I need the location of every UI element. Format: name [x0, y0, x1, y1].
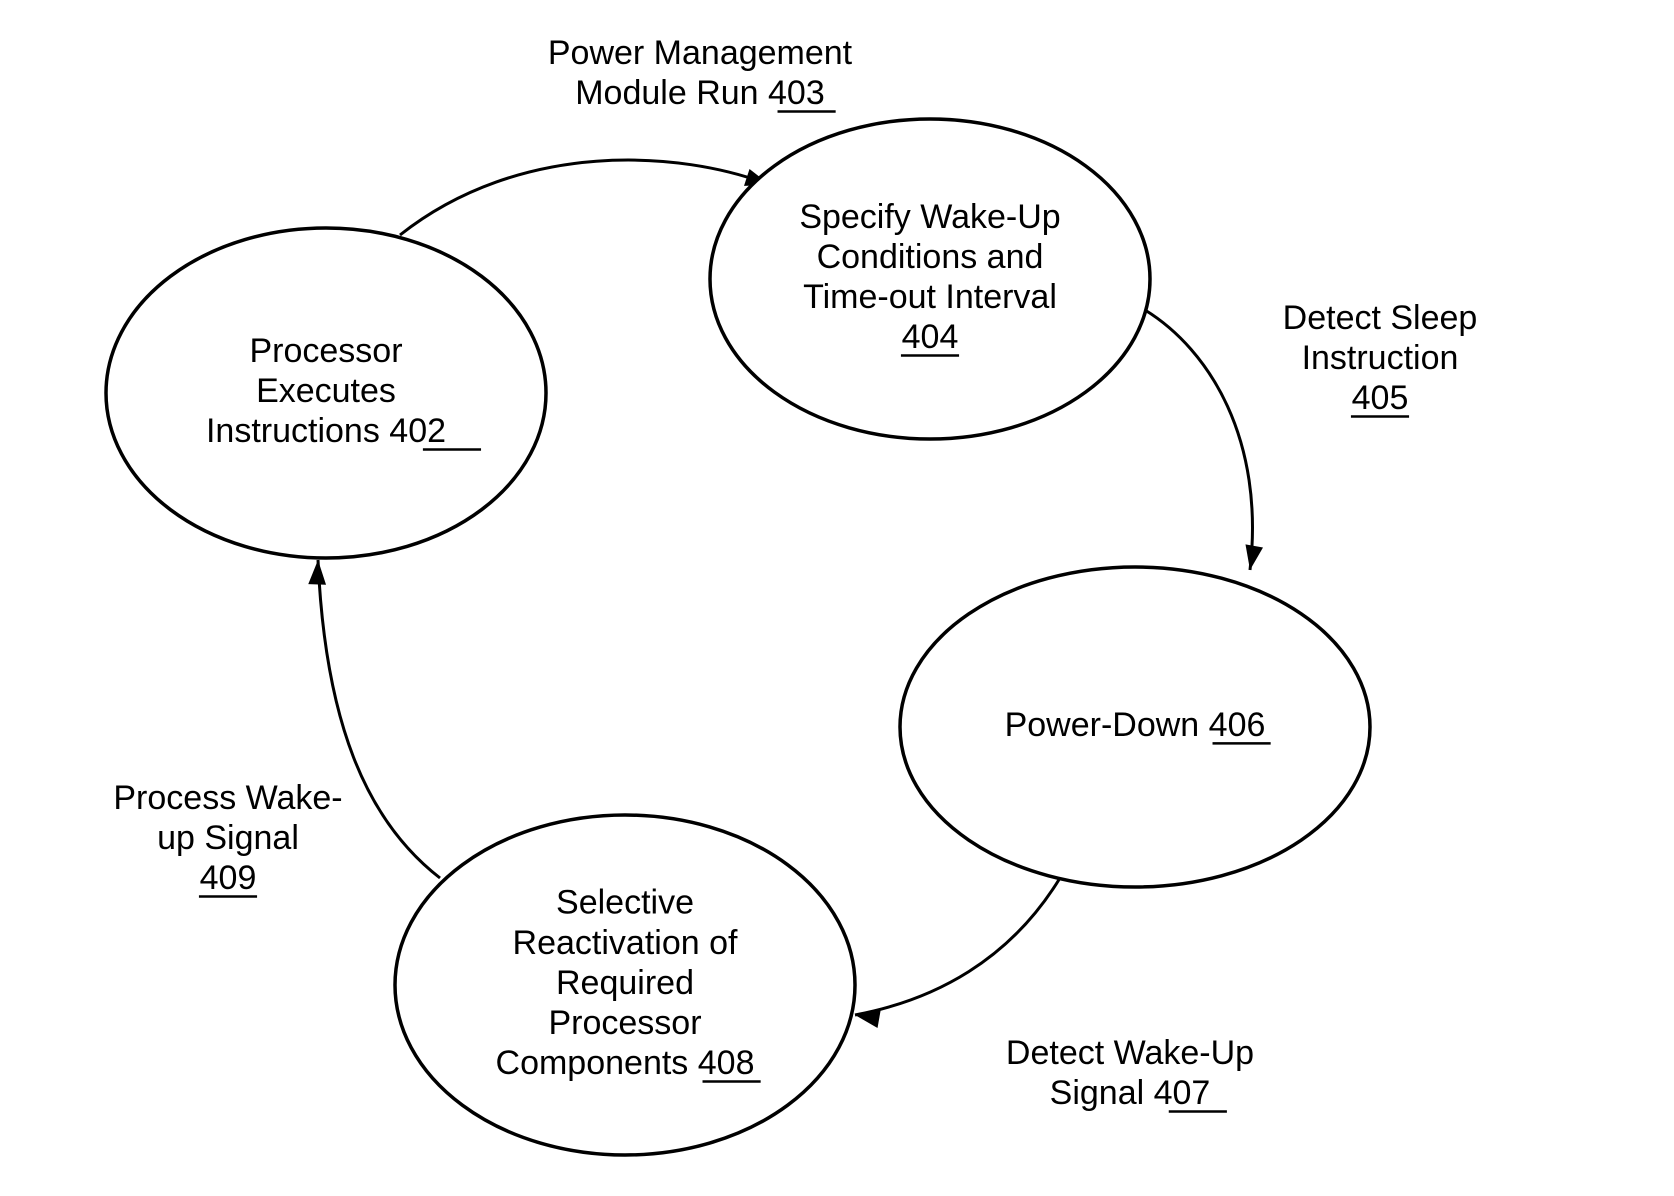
edge-e403 [400, 160, 770, 235]
edge-e407 [855, 878, 1060, 1015]
edge-e409 [318, 560, 440, 878]
edge-e409-label-line-0: Process Wake- [113, 779, 342, 817]
edge-e405-label-line-1: Instruction [1302, 339, 1459, 377]
state-diagram: ProcessorExecutesInstructions 402Specify… [0, 0, 1674, 1196]
node-n404-label-line-2: Time-out Interval [803, 278, 1057, 316]
node-n402-label-line-0: Processor [249, 332, 402, 370]
edge-e405-label-line-0: Detect Sleep [1283, 299, 1478, 337]
node-n406-label-line-0: Power-Down 406 [1005, 706, 1266, 744]
edge-e409-label-ref: 409 [200, 859, 257, 897]
node-n408-label-line-3: Processor [548, 1004, 701, 1042]
edge-e405-label-ref: 405 [1352, 379, 1409, 417]
node-n408-label-line-2: Required [556, 964, 694, 1002]
node-n408-label-line-4: Components 408 [496, 1044, 755, 1082]
node-n404-label-ref: 404 [902, 318, 959, 356]
edge-e403-label-line-1: Module Run 403 [575, 74, 825, 112]
node-n404-label-line-0: Specify Wake-Up [799, 198, 1060, 236]
edge-e409-label-line-1: up Signal [157, 819, 299, 857]
edge-e407-label-line-1: Signal 407 [1050, 1074, 1211, 1112]
edge-e407-label-line-0: Detect Wake-Up [1006, 1034, 1254, 1072]
node-n408-label-line-1: Reactivation of [513, 924, 738, 962]
arrowhead-icon [308, 560, 326, 585]
node-n402-label-line-2: Instructions 402 [206, 412, 446, 450]
arrowhead-icon [1245, 544, 1263, 570]
edge-e403-label-line-0: Power Management [548, 34, 853, 72]
edge-e405 [1145, 310, 1252, 570]
node-n404-label-line-1: Conditions and [817, 238, 1044, 276]
node-n402-label-line-1: Executes [256, 372, 396, 410]
node-n408-label-line-0: Selective [556, 884, 694, 922]
